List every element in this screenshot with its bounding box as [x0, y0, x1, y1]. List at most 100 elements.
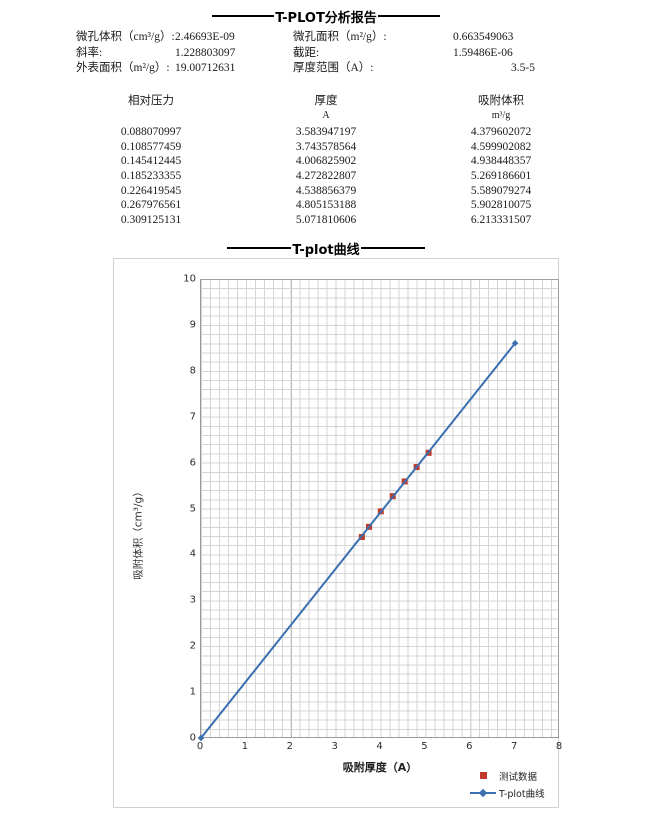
legend-item-tplot-line: T-plot曲线	[469, 784, 561, 801]
chart-title-rule-left	[227, 247, 292, 249]
thickness-range-label: 厚度范围（A）:	[293, 62, 374, 75]
table-row: 0.185233355 4.272822807 5.269186601	[66, 169, 586, 184]
chart-title: T-plot曲线	[227, 239, 425, 258]
table-subheader-row: A m³/g	[66, 109, 586, 126]
table-row: 0.267976561 4.805153188 5.902810075	[66, 198, 586, 213]
data-table-wrap: 相对压力 厚度 吸附体积 A m³/g 0.088070997 3.583947…	[0, 94, 652, 227]
cell-adsorbed-volume: 4.599902082	[470, 140, 532, 153]
tplot-chart: 吸附体积（cm³/g） 0 1 2 3 4 5 6 7 8 9 10 0 1 2 3 4 5 6 7 8 吸附厚度（…	[113, 258, 562, 808]
y-tick-label: 3	[189, 594, 196, 606]
col-unit-thickness: A	[322, 109, 330, 121]
cell-relative-pressure: 0.185233355	[120, 169, 182, 182]
table-row: 0.108577459 3.743578564 4.599902082	[66, 140, 586, 155]
legend-label-tplot-line: T-plot曲线	[499, 788, 545, 800]
x-tick-label: 3	[331, 741, 338, 752]
report-title: T-PLOT分析报告	[212, 7, 440, 26]
cell-relative-pressure: 0.226419545	[120, 184, 182, 197]
tplot-line-marker	[197, 734, 205, 742]
table-body: 0.088070997 3.583947197 4.379602072 0.10…	[66, 125, 586, 227]
y-tick-label: 1	[189, 686, 196, 698]
table-row: 0.088070997 3.583947197 4.379602072	[66, 125, 586, 140]
x-tick-label: 8	[555, 741, 563, 752]
y-tick-label: 0	[189, 732, 196, 744]
micropore-area-value: 0.663549063	[453, 31, 514, 43]
legend-item-measured: 测试数据	[469, 767, 561, 784]
table-row: 0.226419545 4.538856379 5.589079274	[66, 184, 586, 199]
x-tick-label: 6	[466, 741, 473, 752]
square-marker-icon	[469, 772, 497, 779]
thickness-range-value: 3.5-5	[511, 62, 535, 75]
parameter-row: 斜率: 1.228803097 截距: 1.59486E-06	[0, 46, 652, 62]
micropore-area-label: 微孔面积（m²/g）:	[293, 31, 387, 43]
intercept-value: 1.59486E-06	[453, 46, 513, 59]
title-rule-left	[212, 15, 275, 17]
x-axis-ticks: 0 1 2 3 4 5 6 7 8	[197, 741, 562, 757]
cell-thickness: 4.538856379	[295, 184, 357, 197]
cell-thickness: 5.071810606	[295, 213, 357, 226]
cell-relative-pressure: 0.309125131	[120, 213, 182, 226]
cell-relative-pressure: 0.267976561	[120, 199, 182, 212]
data-table: 相对压力 厚度 吸附体积 A m³/g 0.088070997 3.583947…	[66, 94, 586, 227]
y-tick-label: 5	[189, 503, 196, 514]
y-tick-label: 10	[183, 273, 196, 285]
x-tick-label: 7	[510, 741, 518, 752]
chart-header: T-plot曲线	[0, 236, 652, 258]
chart-title-text: T-plot曲线	[292, 242, 360, 258]
x-tick-label: 1	[241, 741, 249, 752]
external-surface-area-label: 外表面积（m²/g）:	[76, 62, 170, 75]
cell-adsorbed-volume: 5.269186601	[470, 169, 532, 182]
col-header-relative-pressure: 相对压力	[128, 95, 174, 107]
slope-label: 斜率:	[76, 46, 103, 59]
cell-thickness: 4.805153188	[295, 199, 357, 212]
y-tick-label: 6	[189, 457, 196, 469]
report-header: T-PLOT分析报告	[0, 4, 652, 26]
plot-border-top	[201, 279, 559, 280]
slope-value: 1.228803097	[175, 46, 236, 59]
y-axis-title: 吸附体积（cm³/g）	[132, 486, 145, 580]
cell-adsorbed-volume: 4.379602072	[470, 126, 532, 139]
y-tick-label: 9	[189, 319, 196, 331]
col-header-adsorbed-volume: 吸附体积	[478, 95, 524, 107]
chart-title-rule-right	[360, 247, 425, 249]
cell-adsorbed-volume: 5.589079274	[470, 184, 532, 197]
parameter-row: 微孔体积（cm³/g）: 2.46693E-09 微孔面积（m²/g）: 0.6…	[0, 30, 652, 46]
parameter-block: 微孔体积（cm³/g）: 2.46693E-09 微孔面积（m²/g）: 0.6…	[0, 30, 652, 77]
intercept-label: 截距:	[293, 46, 320, 59]
y-tick-label: 4	[189, 548, 196, 560]
legend-label-measured: 测试数据	[499, 771, 538, 783]
report-title-text: T-PLOT分析报告	[275, 10, 377, 26]
table-row: 0.145412445 4.006825902 4.938448357	[66, 154, 586, 169]
cell-thickness: 3.583947197	[295, 126, 357, 139]
x-tick-label: 2	[286, 741, 293, 752]
series-layer	[197, 339, 519, 742]
cell-adsorbed-volume: 4.938448357	[470, 155, 532, 168]
cell-adsorbed-volume: 5.902810075	[470, 199, 532, 212]
x-tick-label: 0	[196, 741, 204, 752]
x-tick-label: 5	[421, 741, 428, 752]
parameter-row: 外表面积（m²/g）: 19.00712631 厚度范围（A）: 3.5-5	[0, 61, 652, 77]
cell-relative-pressure: 0.088070997	[120, 126, 182, 139]
y-tick-label: 2	[189, 640, 196, 652]
col-unit-relative-pressure	[66, 109, 236, 126]
cell-thickness: 3.743578564	[295, 140, 357, 153]
micropore-volume-value: 2.46693E-09	[175, 31, 235, 43]
col-header-thickness: 厚度	[314, 95, 338, 107]
chart-legend: 测试数据 T-plot曲线	[469, 767, 561, 801]
cell-relative-pressure: 0.145412445	[120, 155, 182, 168]
plot-area	[197, 279, 559, 742]
tplot-line-marker	[511, 339, 519, 347]
table-row: 0.309125131 5.071810606 6.213331507	[66, 213, 586, 228]
external-surface-area-value: 19.00712631	[175, 62, 236, 75]
micropore-volume-label: 微孔体积（cm³/g）:	[76, 31, 175, 43]
cell-adsorbed-volume: 6.213331507	[470, 213, 532, 226]
x-tick-label: 4	[376, 741, 383, 752]
col-unit-adsorbed-volume: m³/g	[491, 109, 511, 121]
cell-thickness: 4.006825902	[295, 155, 357, 168]
cell-thickness: 4.272822807	[295, 169, 357, 182]
line-marker-icon	[469, 788, 497, 797]
y-axis-ticks: 0 1 2 3 4 5 6 7 8 9 10	[170, 274, 196, 744]
plot-border-right	[558, 279, 559, 737]
title-rule-right	[377, 15, 440, 17]
cell-relative-pressure: 0.108577459	[120, 140, 182, 153]
y-tick-label: 7	[189, 411, 196, 423]
